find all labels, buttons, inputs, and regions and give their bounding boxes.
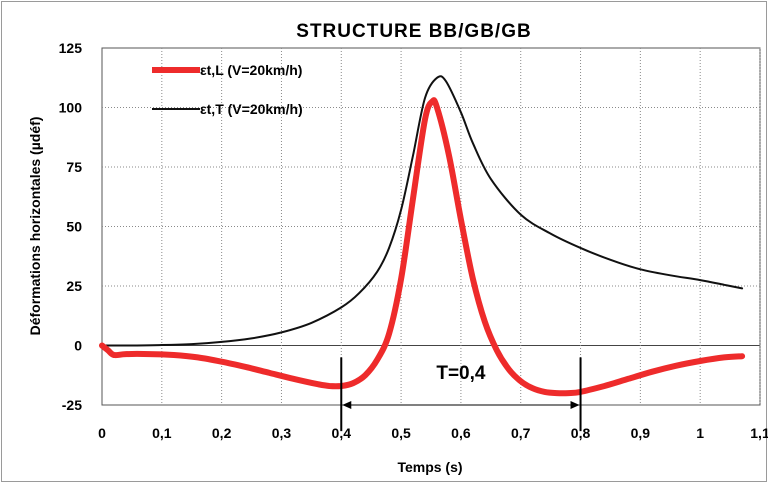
series-line-2 [101, 75, 744, 347]
y-tick-label-1: 100 [59, 100, 83, 116]
period-annotation: T=0,4 [340, 357, 582, 432]
annotation-label: T=0,4 [436, 363, 486, 384]
y-tick-label-6: -25 [62, 397, 82, 413]
x-tick-label-9: 0,9 [631, 425, 651, 441]
x-tick-label-11: 1,1 [750, 425, 768, 441]
x-tick-label-0: 0 [98, 425, 106, 441]
y-tick-label-4: 25 [66, 278, 82, 294]
x-tick-label-4: 0,4 [332, 425, 352, 441]
x-tick-label-8: 0,8 [571, 425, 591, 441]
annotation-arrowhead-left [342, 401, 352, 409]
annotation-arrowhead-right [570, 401, 580, 409]
x-tick-label-3: 0,3 [272, 425, 292, 441]
chart-title: STRUCTURE BB/GB/GB [296, 21, 531, 42]
legend: εt,L (V=20km/h) εt,T (V=20km/h) [152, 62, 303, 117]
x-tick-label-5: 0,5 [391, 425, 411, 441]
x-tick-label-10: 1 [696, 425, 704, 441]
legend-label-series-1: εt,L (V=20km/h) [200, 62, 302, 78]
x-tick-label-2: 0,2 [212, 425, 232, 441]
y-axis-label: Déformations horizontales (µdéf) [27, 117, 43, 336]
x-tick-label-6: 0,6 [451, 425, 471, 441]
x-tick-label-1: 0,1 [152, 425, 172, 441]
x-tick-label-7: 0,7 [511, 425, 531, 441]
x-tick-labels: 0 0,1 0,2 0,3 0,4 0,5 0,6 0,7 0,8 0,9 1 1,1 [98, 425, 768, 441]
y-tick-label-3: 50 [66, 219, 82, 235]
y-tick-label-2: 75 [66, 159, 82, 175]
y-tick-label-5: 0 [74, 338, 82, 354]
x-axis-label: Temps (s) [397, 459, 462, 475]
y-tick-labels: 125 100 75 50 25 0 -25 [59, 40, 83, 413]
y-tick-label-0: 125 [59, 40, 83, 56]
legend-label-series-2: εt,T (V=20km/h) [200, 101, 303, 117]
